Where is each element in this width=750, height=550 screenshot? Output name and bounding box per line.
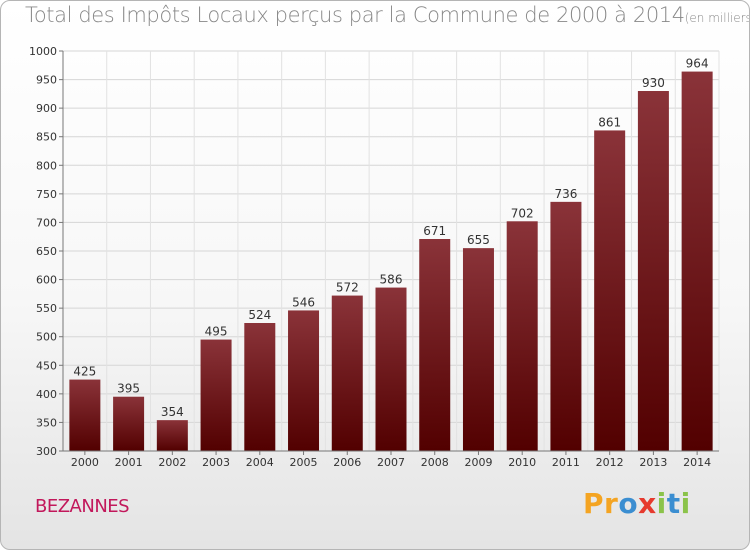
x-tick-label-2001: 2001 [115,456,143,469]
bar-2012 [594,130,626,451]
value-label-2009: 655 [467,233,490,247]
bar-2002 [156,420,188,451]
y-tick-label-800: 800 [36,159,57,172]
bar-2004 [244,323,276,451]
commune-name: BEZANNES [35,496,130,517]
logo-letter: i [680,487,691,520]
value-label-2010: 702 [511,206,534,220]
bar-2014 [681,71,713,452]
value-label-2004: 524 [248,308,271,322]
y-tick-label-450: 450 [36,359,57,372]
y-tick-label-750: 750 [36,188,57,201]
y-tick-label-600: 600 [36,274,57,287]
y-tick-label-900: 900 [36,102,57,115]
y-tick-label-350: 350 [36,416,57,429]
x-tick-label-2014: 2014 [683,456,711,469]
logo-letter: r [604,487,619,520]
bar-2010 [506,221,538,451]
x-tick-label-2012: 2012 [596,456,624,469]
bar-2007 [375,287,407,451]
x-tick-label-2006: 2006 [333,456,361,469]
value-label-2003: 495 [205,325,228,339]
y-tick-label-300: 300 [36,445,57,458]
bar-2005 [288,310,320,451]
value-label-2005: 546 [292,295,315,309]
bar-2006 [331,295,363,451]
chart-title: Total des Impôts Locaux perçus par la Co… [25,3,750,27]
value-label-2014: 964 [686,57,709,71]
bar-2013 [637,91,669,451]
y-tick-label-1000: 1000 [29,45,57,58]
value-label-2000: 425 [73,365,96,379]
value-label-2001: 395 [117,382,140,396]
x-tick-label-2013: 2013 [639,456,667,469]
bar-2009 [462,248,494,451]
y-tick-label-500: 500 [36,331,57,344]
y-tick-label-400: 400 [36,388,57,401]
bar-2003 [200,339,232,451]
value-label-2011: 736 [554,187,577,201]
chart-title-text: Total des Impôts Locaux perçus par la Co… [25,3,685,27]
x-tick-label-2007: 2007 [377,456,405,469]
bar-2001 [113,396,145,451]
value-label-2008: 671 [423,224,446,238]
bar-2008 [419,239,451,451]
x-tick-label-2010: 2010 [508,456,536,469]
chart-unit-label: (en milliers d'€) [684,11,750,25]
bar-2011 [550,201,582,451]
value-label-2002: 354 [161,405,184,419]
y-tick-label-850: 850 [36,131,57,144]
value-label-2012: 861 [598,115,621,129]
y-tick-label-700: 700 [36,216,57,229]
value-label-2006: 572 [336,281,359,295]
value-label-2007: 586 [380,273,403,287]
logo-letter: i [656,487,667,520]
proxiti-logo: Proxiti [583,487,691,520]
x-tick-label-2002: 2002 [158,456,186,469]
x-tick-label-2003: 2003 [202,456,230,469]
x-tick-label-2008: 2008 [421,456,449,469]
logo-letter: P [583,487,605,520]
value-label-2013: 930 [642,76,665,90]
logo-letter: x [638,487,657,520]
logo-letter: o [618,487,639,520]
y-tick-label-550: 550 [36,302,57,315]
x-tick-label-2011: 2011 [552,456,580,469]
logo-letter: t [666,487,681,520]
x-tick-label-2009: 2009 [464,456,492,469]
y-tick-label-950: 950 [36,74,57,87]
bar-2000 [69,379,101,451]
x-tick-label-2005: 2005 [290,456,318,469]
y-tick-label-650: 650 [36,245,57,258]
x-tick-label-2000: 2000 [71,456,99,469]
x-tick-label-2004: 2004 [246,456,274,469]
